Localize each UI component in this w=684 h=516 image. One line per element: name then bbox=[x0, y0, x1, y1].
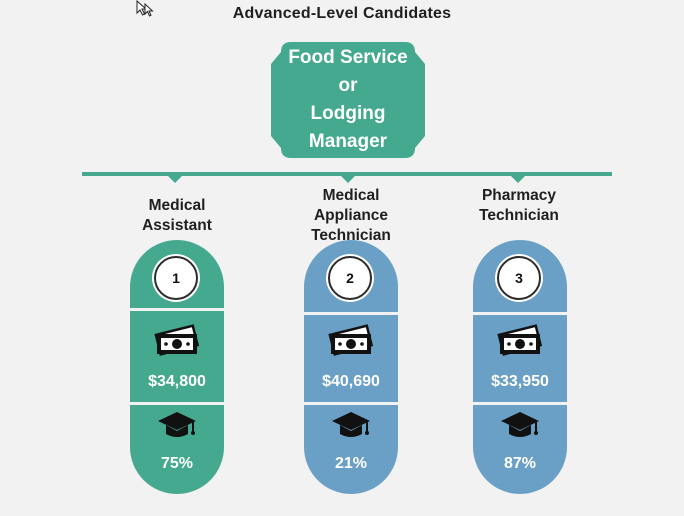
divider bbox=[473, 312, 567, 315]
graduation-cap-icon bbox=[158, 412, 196, 437]
career-title-line: Medical bbox=[322, 187, 380, 204]
top-career-node: Food Service or Lodging Manager bbox=[271, 42, 425, 158]
career-title-2: Medical Appliance Technician bbox=[291, 186, 411, 246]
mouse-cursor-icon bbox=[136, 0, 154, 17]
career-card-2: 2 $40,690 21% bbox=[304, 240, 398, 494]
salary-value: $34,800 bbox=[148, 373, 206, 390]
connector-notch bbox=[340, 175, 356, 183]
top-career-line: or bbox=[338, 75, 358, 96]
career-card-3: 3 $33,950 87% bbox=[473, 240, 567, 494]
divider bbox=[304, 312, 398, 315]
percent-value: 75% bbox=[160, 455, 194, 472]
career-title-line: Technician bbox=[311, 227, 391, 244]
connector-notch bbox=[510, 175, 526, 183]
percent-value: 21% bbox=[334, 455, 368, 472]
connector-line bbox=[82, 172, 612, 176]
rank-badge: 3 bbox=[497, 256, 541, 300]
career-title-1: Medical Assistant bbox=[117, 196, 237, 236]
divider bbox=[304, 402, 398, 405]
career-title-line: Appliance bbox=[313, 207, 389, 224]
graduation-cap-icon bbox=[332, 412, 370, 437]
salary-value: $33,950 bbox=[491, 373, 549, 390]
divider bbox=[130, 402, 224, 405]
career-title-line: Assistant bbox=[142, 217, 212, 234]
percent-value: 87% bbox=[503, 455, 537, 472]
page-title: Advanced-Level Candidates bbox=[232, 5, 452, 22]
graduation-cap-icon bbox=[501, 412, 539, 437]
connector-notch bbox=[167, 175, 183, 183]
divider bbox=[130, 308, 224, 311]
top-career-line: Manager bbox=[308, 131, 388, 152]
rank-badge: 1 bbox=[154, 256, 198, 300]
money-icon bbox=[497, 324, 543, 356]
career-title-line: Technician bbox=[479, 207, 559, 224]
career-title-3: Pharmacy Technician bbox=[459, 186, 579, 226]
money-icon bbox=[328, 324, 374, 356]
career-card-1: 1 $34,800 75% bbox=[130, 240, 224, 494]
top-career-line: Food Service bbox=[288, 47, 408, 68]
rank-badge: 2 bbox=[328, 256, 372, 300]
divider bbox=[473, 402, 567, 405]
top-career-line: Lodging bbox=[310, 103, 386, 124]
career-title-line: Medical bbox=[148, 197, 206, 214]
money-icon bbox=[154, 324, 200, 356]
top-career-label: Food Service or Lodging Manager bbox=[271, 44, 425, 156]
career-title-line: Pharmacy bbox=[481, 187, 557, 204]
salary-value: $40,690 bbox=[322, 373, 380, 390]
